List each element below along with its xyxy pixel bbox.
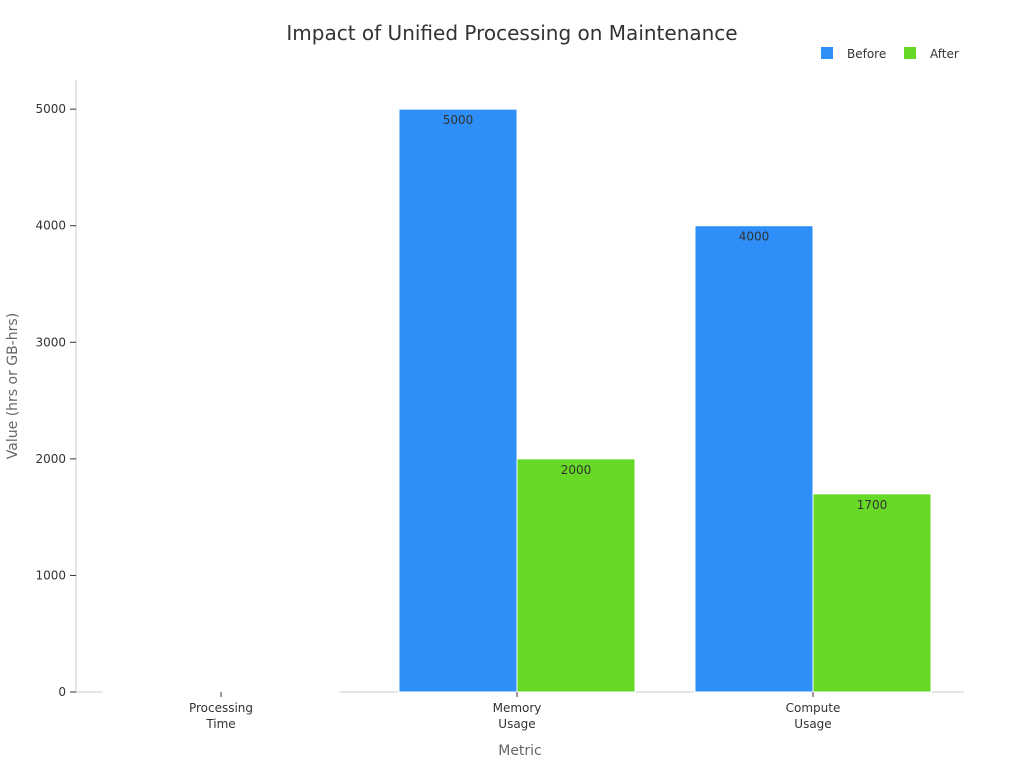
x-axis-title: Metric xyxy=(498,743,542,759)
legend-label-before: Before xyxy=(847,47,886,61)
bar-before-0 xyxy=(102,690,222,693)
data-label-before-1: 5000 xyxy=(443,113,474,127)
bar-before-2 xyxy=(694,225,814,693)
x-tick-label: Compute Usage xyxy=(786,701,841,731)
y-tick-label: 4000 xyxy=(35,219,66,233)
bar-before-1 xyxy=(398,108,518,693)
data-label-after-1: 2000 xyxy=(561,463,592,477)
data-label-before-2: 4000 xyxy=(739,230,770,244)
bar-after-0 xyxy=(220,691,340,693)
legend: Before After xyxy=(821,47,959,61)
y-axis-ticks: 0 1000 2000 3000 4000 5000 xyxy=(35,102,76,699)
y-tick-label: 5000 xyxy=(35,102,66,116)
y-tick-label: 0 xyxy=(58,685,66,699)
y-axis-title: Value (hrs or GB-hrs) xyxy=(5,313,21,459)
legend-swatch-before xyxy=(821,47,833,59)
x-tick-label: Memory Usage xyxy=(493,701,542,731)
bars: 5000 2000 4000 1700 xyxy=(102,108,932,693)
bar-after-1 xyxy=(516,458,636,693)
x-tick-label: Processing Time xyxy=(189,701,253,731)
x-axis-ticks: Processing Time Memory Usage Compute Usage xyxy=(189,692,840,731)
data-label-after-2: 1700 xyxy=(857,498,888,512)
y-tick-label: 3000 xyxy=(35,335,66,349)
y-tick-label: 2000 xyxy=(35,452,66,466)
bar-after-2 xyxy=(812,493,932,693)
chart-title: Impact of Unified Processing on Maintena… xyxy=(286,21,737,45)
y-tick-label: 1000 xyxy=(35,568,66,582)
legend-label-after: After xyxy=(930,47,959,61)
legend-swatch-after xyxy=(904,47,916,59)
